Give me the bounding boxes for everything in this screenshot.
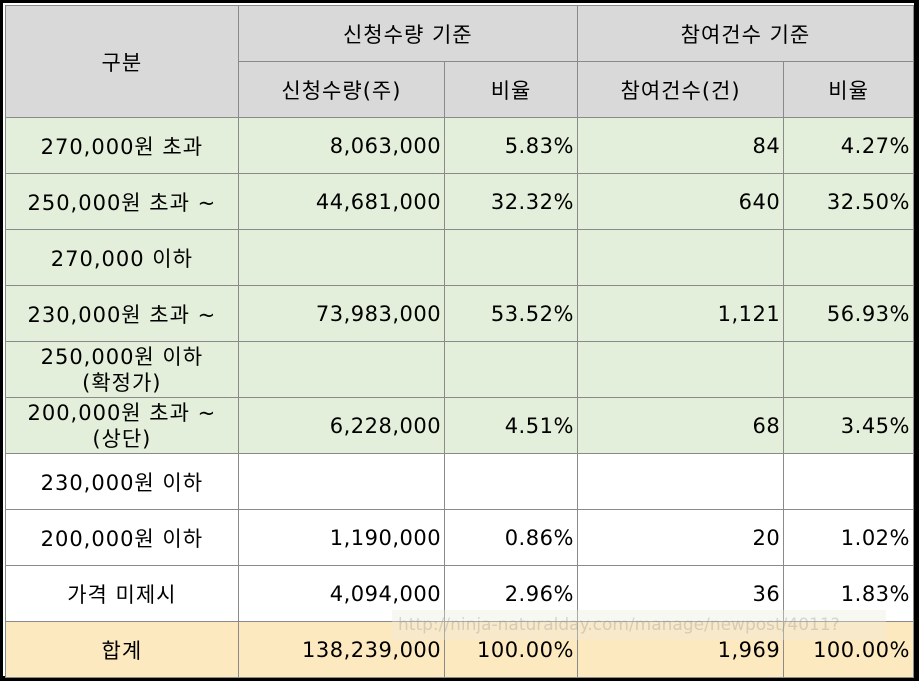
- table-row: 270,000 이하: [5, 229, 914, 286]
- count-cell: 68: [576, 397, 785, 454]
- total-shares: 138,239,000: [237, 621, 446, 678]
- count-ratio-cell: [783, 453, 914, 510]
- count-cell: [576, 341, 785, 398]
- row-label: 270,000원 초과: [5, 117, 239, 174]
- shares-ratio-cell: 53.52%: [444, 285, 578, 342]
- shares-cell: 6,228,000: [237, 397, 446, 454]
- table-row: 250,000원 이하 (확정가): [5, 341, 914, 398]
- ipo-demand-table: 구분 신청수량 기준 참여건수 기준 신청수량(주) 비율 참여건수(건) 비율…: [5, 5, 915, 678]
- shares-ratio-cell: 0.86%: [444, 509, 578, 566]
- count-cell: 20: [576, 509, 785, 566]
- shares-cell: [237, 453, 446, 510]
- shares-cell: 8,063,000: [237, 117, 446, 174]
- total-count: 1,969: [576, 621, 785, 678]
- shares-ratio-cell: 2.96%: [444, 565, 578, 622]
- shares-ratio-cell: 5.83%: [444, 117, 578, 174]
- table-row: 200,000원 초과 ~ (상단) 6,228,000 4.51% 68 3.4…: [5, 397, 914, 454]
- table-row: 200,000원 이하 1,190,000 0.86% 20 1.02%: [5, 509, 914, 566]
- table-row: 230,000원 초과 ~ 73,983,000 53.52% 1,121 56…: [5, 285, 914, 342]
- header-shares: 신청수량(주): [237, 61, 446, 118]
- shares-cell: 4,094,000: [237, 565, 446, 622]
- header-category: 구분: [5, 5, 239, 118]
- shares-cell: [237, 229, 446, 286]
- count-ratio-cell: 32.50%: [783, 173, 914, 230]
- row-label: 230,000원 초과 ~: [5, 285, 239, 342]
- count-ratio-cell: [783, 341, 914, 398]
- row-label: 250,000원 초과 ~: [5, 173, 239, 230]
- row-label: 200,000원 이하: [5, 509, 239, 566]
- count-cell: 36: [576, 565, 785, 622]
- count-cell: [576, 229, 785, 286]
- shares-ratio-cell: 4.51%: [444, 397, 578, 454]
- row-label-line1: 250,000원 이하: [40, 344, 204, 369]
- shares-ratio-cell: 32.32%: [444, 173, 578, 230]
- row-label: 270,000 이하: [5, 229, 239, 286]
- row-label: 230,000원 이하: [5, 453, 239, 510]
- shares-cell: [237, 341, 446, 398]
- row-label: 200,000원 초과 ~ (상단): [5, 397, 239, 454]
- shares-ratio-cell: [444, 453, 578, 510]
- count-cell: 640: [576, 173, 785, 230]
- table-row: 가격 미제시 4,094,000 2.96% 36 1.83%: [5, 565, 914, 622]
- header-count-ratio: 비율: [783, 61, 914, 118]
- header-group-count: 참여건수 기준: [576, 5, 915, 62]
- row-label: 250,000원 이하 (확정가): [5, 341, 239, 398]
- table-row: 270,000원 초과 8,063,000 5.83% 84 4.27%: [5, 117, 914, 174]
- total-label: 합계: [5, 621, 239, 678]
- row-label: 가격 미제시: [5, 565, 239, 622]
- total-row: 합계 138,239,000 100.00% 1,969 100.00%: [5, 621, 914, 678]
- total-count-ratio: 100.00%: [783, 621, 914, 678]
- shares-cell: 73,983,000: [237, 285, 446, 342]
- header-group-shares: 신청수량 기준: [237, 5, 578, 62]
- shares-cell: 1,190,000: [237, 509, 446, 566]
- table-row: 250,000원 초과 ~ 44,681,000 32.32% 640 32.5…: [5, 173, 914, 230]
- total-shares-ratio: 100.00%: [444, 621, 578, 678]
- count-ratio-cell: [783, 229, 914, 286]
- count-ratio-cell: 1.83%: [783, 565, 914, 622]
- table-row: 230,000원 이하: [5, 453, 914, 510]
- count-ratio-cell: 3.45%: [783, 397, 914, 454]
- shares-ratio-cell: [444, 341, 578, 398]
- header-count: 참여건수(건): [576, 61, 785, 118]
- count-ratio-cell: 56.93%: [783, 285, 914, 342]
- row-label-line2: (확정가): [82, 370, 162, 395]
- row-label-line1: 200,000원 초과 ~: [27, 400, 217, 425]
- shares-ratio-cell: [444, 229, 578, 286]
- row-label-line2: (상단): [92, 426, 152, 451]
- count-ratio-cell: 4.27%: [783, 117, 914, 174]
- shares-cell: 44,681,000: [237, 173, 446, 230]
- count-cell: [576, 453, 785, 510]
- count-cell: 1,121: [576, 285, 785, 342]
- header-shares-ratio: 비율: [444, 61, 578, 118]
- count-cell: 84: [576, 117, 785, 174]
- count-ratio-cell: 1.02%: [783, 509, 914, 566]
